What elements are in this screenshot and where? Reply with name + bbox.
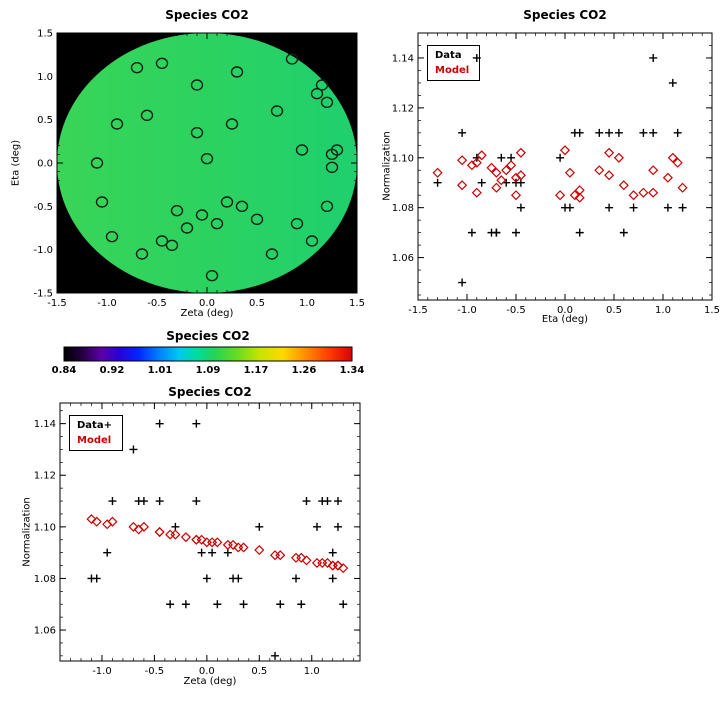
svg-text:-0.5: -0.5	[145, 666, 165, 677]
svg-text:1.14: 1.14	[392, 53, 414, 64]
normalization-yaxis-label: Normalization	[381, 131, 393, 201]
svg-text:0.5: 0.5	[37, 115, 53, 126]
svg-text:0.0: 0.0	[199, 666, 215, 677]
svg-text:1.26: 1.26	[292, 365, 317, 376]
legend-norm-zeta: Data+ Model	[69, 415, 123, 451]
norm-zeta-plot-title: Species CO2	[168, 385, 252, 399]
map-plot-title: Species CO2	[165, 8, 249, 22]
svg-text:1.08: 1.08	[392, 203, 414, 214]
svg-text:1.12: 1.12	[392, 103, 414, 114]
svg-text:-1.5: -1.5	[408, 305, 428, 316]
map-yaxis-label: Eta (deg)	[10, 139, 22, 187]
svg-text:1.06: 1.06	[34, 626, 56, 637]
svg-text:-1.0: -1.0	[92, 666, 112, 677]
svg-text:0.5: 0.5	[606, 305, 622, 316]
legend-norm-eta: Data Model	[427, 45, 481, 81]
legend-model-label: Model	[77, 435, 112, 446]
svg-text:1.10: 1.10	[392, 153, 414, 164]
svg-text:1.5: 1.5	[349, 298, 365, 309]
svg-text:1.0: 1.0	[37, 72, 53, 83]
svg-text:0.0: 0.0	[557, 305, 573, 316]
svg-text:-1.0: -1.0	[33, 245, 53, 256]
svg-text:1.06: 1.06	[392, 253, 414, 264]
svg-text:0.92: 0.92	[100, 365, 125, 376]
svg-text:1.34: 1.34	[340, 365, 365, 376]
zeta-xaxis-label: Zeta (deg)	[183, 676, 237, 687]
svg-text:0.84: 0.84	[52, 365, 77, 376]
svg-text:0.5: 0.5	[249, 298, 265, 309]
colorbar-title: Species CO2	[166, 329, 250, 343]
legend-model-label: Model	[435, 65, 470, 76]
svg-text:1.08: 1.08	[34, 574, 56, 585]
svg-text:1.01: 1.01	[148, 365, 173, 376]
svg-text:1.14: 1.14	[34, 419, 56, 430]
svg-text:-0.5: -0.5	[506, 305, 526, 316]
svg-text:-0.5: -0.5	[33, 202, 53, 213]
svg-text:0.0: 0.0	[199, 298, 215, 309]
norm-eta-plot-title: Species CO2	[523, 8, 607, 22]
svg-text:1.0: 1.0	[655, 305, 671, 316]
svg-text:-1.0: -1.0	[457, 305, 477, 316]
svg-text:1.0: 1.0	[299, 298, 315, 309]
svg-text:1.5: 1.5	[704, 305, 720, 316]
map-xaxis-label: Zeta (deg)	[180, 308, 234, 319]
svg-text:-1.5: -1.5	[33, 289, 53, 300]
svg-text:0.0: 0.0	[37, 159, 53, 170]
legend-data-label: Data+	[77, 420, 112, 431]
legend-data-label: Data	[435, 50, 462, 61]
svg-text:1.09: 1.09	[196, 365, 221, 376]
svg-text:-1.5: -1.5	[47, 298, 67, 309]
normalization-yaxis-label-2: Normalization	[21, 497, 33, 567]
svg-text:0.5: 0.5	[251, 666, 267, 677]
svg-text:-0.5: -0.5	[147, 298, 167, 309]
eta-xaxis-label: Eta (deg)	[541, 314, 589, 325]
svg-text:-1.0: -1.0	[97, 298, 117, 309]
svg-text:1.12: 1.12	[34, 471, 56, 482]
svg-text:1.17: 1.17	[244, 365, 269, 376]
svg-text:1.0: 1.0	[304, 666, 320, 677]
svg-text:1.5: 1.5	[37, 29, 53, 40]
svg-text:1.10: 1.10	[34, 522, 56, 533]
